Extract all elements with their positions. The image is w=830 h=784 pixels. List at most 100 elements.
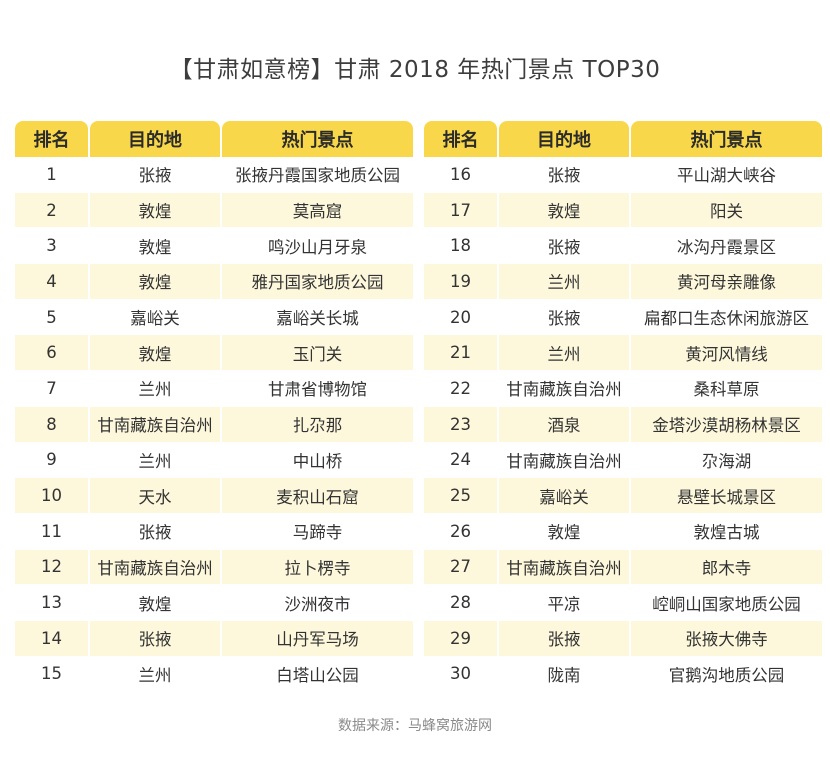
spot-cell: 莫高窟 [222,192,413,229]
spot-cell: 平山湖大峡谷 [631,157,822,193]
spot-cell: 官鹅沟地质公园 [631,656,822,693]
rank-cell: 3 [15,228,88,265]
header-spot: 热门景点 [631,121,822,157]
ranking-table-right: 排名 目的地 热门景点 16 张掖 平山湖大峡谷 17 敦煌 阳关 18 张掖 冰沟丹霞景区 19… [424,121,822,693]
rank-cell: 11 [15,513,88,550]
table-header: 排名 目的地 热门景点 [15,121,413,157]
rank-cell: 20 [424,299,497,336]
table-row: 21 兰州 黄河风情线 [424,335,822,372]
spot-cell: 白塔山公园 [222,656,413,693]
destination-cell: 张掖 [499,157,629,193]
rank-cell: 9 [15,442,88,479]
destination-cell: 嘉峪关 [90,299,220,336]
destination-cell: 张掖 [499,228,629,265]
table-row: 28 平凉 崆峒山国家地质公园 [424,585,822,621]
spot-cell: 阳关 [631,192,822,229]
rank-cell: 2 [15,192,88,229]
page-title: 【甘肃如意榜】甘肃 2018 年热门景点 TOP30 [169,57,661,83]
table-row: 25 嘉峪关 悬壁长城景区 [424,478,822,514]
rank-cell: 29 [424,620,497,657]
destination-cell: 敦煌 [90,228,220,265]
destination-cell: 酒泉 [499,406,629,443]
table-row: 22 甘南藏族自治州 桑科草原 [424,371,822,407]
destination-cell: 敦煌 [90,192,220,229]
rank-cell: 25 [424,478,497,514]
table-row: 8 甘南藏族自治州 扎尕那 [15,406,413,443]
spot-cell: 郎木寺 [631,549,822,586]
table-body-left: 1 张掖 张掖丹霞国家地质公园 2 敦煌 莫高窟 3 敦煌 鸣沙山月牙泉 4 敦煌 雅丹国家地质公园 5… [15,157,413,693]
rank-cell: 5 [15,299,88,336]
destination-cell: 甘南藏族自治州 [90,549,220,586]
table-row: 9 兰州 中山桥 [15,442,413,479]
rank-cell: 8 [15,406,88,443]
table-body-right: 16 张掖 平山湖大峡谷 17 敦煌 阳关 18 张掖 冰沟丹霞景区 19 兰州 黄河母亲雕像 20 张掖… [424,157,822,693]
table-row: 5 嘉峪关 嘉峪关长城 [15,299,413,336]
spot-cell: 冰沟丹霞景区 [631,228,822,265]
destination-cell: 张掖 [90,157,220,193]
rank-cell: 17 [424,192,497,229]
spot-cell: 鸣沙山月牙泉 [222,228,413,265]
rank-cell: 23 [424,406,497,443]
spot-cell: 嘉峪关长城 [222,299,413,336]
destination-cell: 嘉峪关 [499,478,629,514]
table-row: 13 敦煌 沙洲夜市 [15,585,413,621]
table-row: 27 甘南藏族自治州 郎木寺 [424,549,822,586]
table-row: 11 张掖 马蹄寺 [15,513,413,550]
rank-cell: 30 [424,656,497,693]
rank-cell: 18 [424,228,497,265]
spot-cell: 桑科草原 [631,371,822,407]
spot-cell: 金塔沙漠胡杨林景区 [631,406,822,443]
destination-cell: 敦煌 [90,335,220,372]
header-rank: 排名 [424,121,497,157]
rank-cell: 14 [15,620,88,657]
table-row: 3 敦煌 鸣沙山月牙泉 [15,228,413,265]
rank-cell: 6 [15,335,88,372]
spot-cell: 黄河母亲雕像 [631,264,822,300]
destination-cell: 甘南藏族自治州 [499,371,629,407]
header-rank: 排名 [15,121,88,157]
rank-cell: 21 [424,335,497,372]
table-row: 24 甘南藏族自治州 尕海湖 [424,442,822,479]
spot-cell: 扁都口生态休闲旅游区 [631,299,822,336]
spot-cell: 玉门关 [222,335,413,372]
destination-cell: 兰州 [90,656,220,693]
table-row: 16 张掖 平山湖大峡谷 [424,157,822,193]
rank-cell: 26 [424,513,497,550]
spot-cell: 马蹄寺 [222,513,413,550]
spot-cell: 扎尕那 [222,406,413,443]
table-row: 4 敦煌 雅丹国家地质公园 [15,264,413,300]
table-row: 2 敦煌 莫高窟 [15,192,413,229]
rank-cell: 19 [424,264,497,300]
spot-cell: 敦煌古城 [631,513,822,550]
destination-cell: 甘南藏族自治州 [90,406,220,443]
table-row: 19 兰州 黄河母亲雕像 [424,264,822,300]
destination-cell: 甘南藏族自治州 [499,442,629,479]
table-row: 30 陇南 官鹅沟地质公园 [424,656,822,693]
data-source-note: 数据来源：马蜂窝旅游网 [338,718,492,734]
rank-cell: 22 [424,371,497,407]
table-header: 排名 目的地 热门景点 [424,121,822,157]
destination-cell: 敦煌 [499,513,629,550]
destination-cell: 兰州 [499,335,629,372]
table-row: 6 敦煌 玉门关 [15,335,413,372]
rank-cell: 24 [424,442,497,479]
spot-cell: 崆峒山国家地质公园 [631,585,822,621]
table-row: 17 敦煌 阳关 [424,192,822,229]
destination-cell: 天水 [90,478,220,514]
rank-cell: 12 [15,549,88,586]
spot-cell: 悬壁长城景区 [631,478,822,514]
table-row: 12 甘南藏族自治州 拉卜楞寺 [15,549,413,586]
destination-cell: 张掖 [499,299,629,336]
destination-cell: 敦煌 [90,264,220,300]
ranking-table-left: 排名 目的地 热门景点 1 张掖 张掖丹霞国家地质公园 2 敦煌 莫高窟 3 敦煌 鸣沙山月牙泉… [15,121,413,693]
table-row: 23 酒泉 金塔沙漠胡杨林景区 [424,406,822,443]
table-row: 18 张掖 冰沟丹霞景区 [424,228,822,265]
rank-cell: 28 [424,585,497,621]
table-row: 7 兰州 甘肃省博物馆 [15,371,413,407]
destination-cell: 兰州 [90,442,220,479]
spot-cell: 尕海湖 [631,442,822,479]
rank-cell: 4 [15,264,88,300]
table-row: 1 张掖 张掖丹霞国家地质公园 [15,157,413,193]
destination-cell: 兰州 [499,264,629,300]
table-row: 15 兰州 白塔山公园 [15,656,413,693]
